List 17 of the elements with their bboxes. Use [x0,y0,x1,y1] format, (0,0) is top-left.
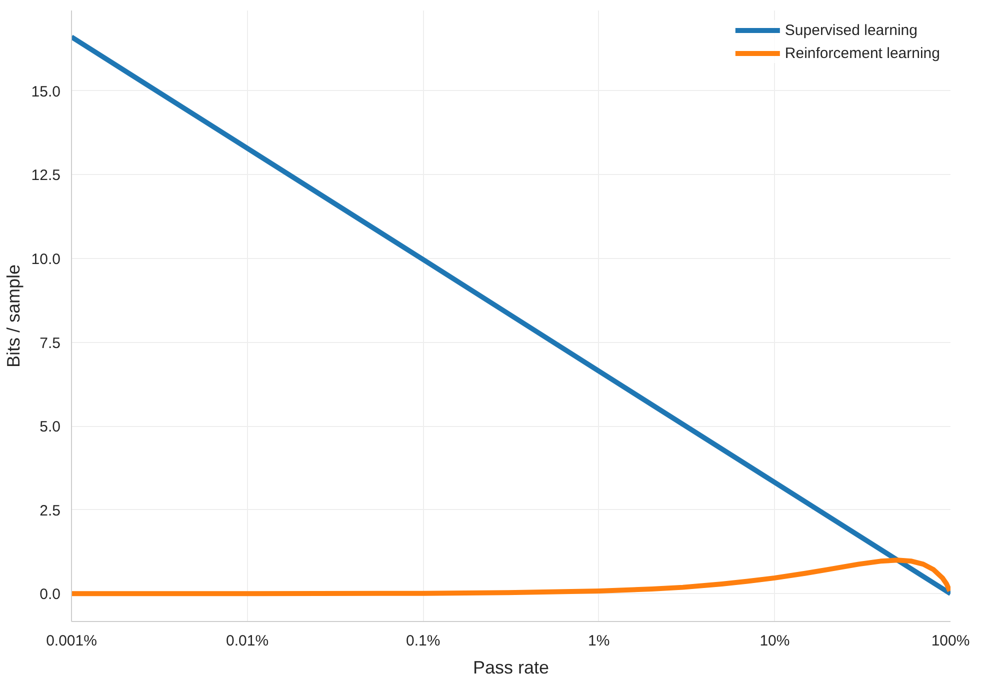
y-tick-label: 7.5 [40,334,61,352]
y-tick-label: 12.5 [31,167,61,184]
x-tick-label: 1% [588,632,610,650]
x-tick-label: 0.1% [406,632,440,650]
x-tick-label: 10% [760,632,790,650]
y-tick-label: 10.0 [31,251,61,268]
x-tick-label: 0.01% [226,632,269,650]
x-axis-title: Pass rate [472,658,550,678]
y-axis-title: Bits / sample [3,264,24,368]
x-tick-label: 0.001% [46,632,97,650]
y-tick-label: 2.5 [40,502,61,520]
legend-label: Reinforcement learning [784,44,940,62]
x-tick-label: 100% [931,632,970,650]
legend-label: Supervised learning [784,22,918,38]
y-tick-label: 15.0 [31,83,61,100]
y-tick-label: 0.0 [40,586,61,604]
y-tick-label: 5.0 [40,418,61,436]
